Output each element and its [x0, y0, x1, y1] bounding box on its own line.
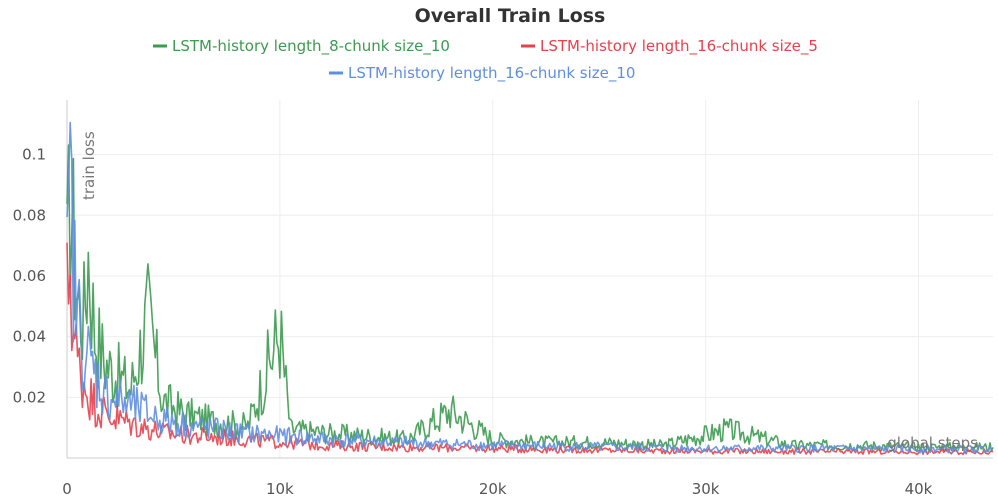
- y-tick-label: 0.06: [13, 267, 46, 285]
- legend-entry: LSTM-history length_8-chunk size_10: [172, 37, 450, 56]
- chart-title: Overall Train Loss: [415, 5, 606, 27]
- legend-entry: LSTM-history length_16-chunk size_10: [348, 64, 635, 83]
- x-axis-label: global steps: [887, 434, 978, 452]
- legend: LSTM-history length_8-chunk size_10 LSTM-…: [153, 37, 818, 83]
- y-axis-label: train loss: [80, 131, 98, 200]
- x-tick-labels: 0 10k 20k 30k 40k: [62, 480, 932, 498]
- series-lines: [66, 121, 994, 456]
- series-line: [66, 121, 993, 454]
- legend-entry: LSTM-history length_16-chunk size_5: [540, 37, 818, 56]
- y-tick-labels: 0.02 0.04 0.06 0.08 0.1: [13, 146, 46, 407]
- y-tick-label: 0.1: [22, 146, 46, 164]
- axes: [66, 100, 993, 459]
- y-tick-label: 0.08: [13, 206, 46, 224]
- x-tick-label: 10k: [266, 480, 294, 498]
- series-line: [66, 242, 994, 456]
- x-tick-label: 30k: [692, 480, 720, 498]
- x-tick-label: 40k: [905, 480, 933, 498]
- x-tick-label: 20k: [479, 480, 507, 498]
- y-tick-label: 0.02: [13, 388, 46, 406]
- x-tick-label: 0: [62, 480, 72, 498]
- series-line: [66, 144, 994, 453]
- gridlines: [67, 100, 993, 458]
- y-tick-label: 0.04: [13, 328, 46, 346]
